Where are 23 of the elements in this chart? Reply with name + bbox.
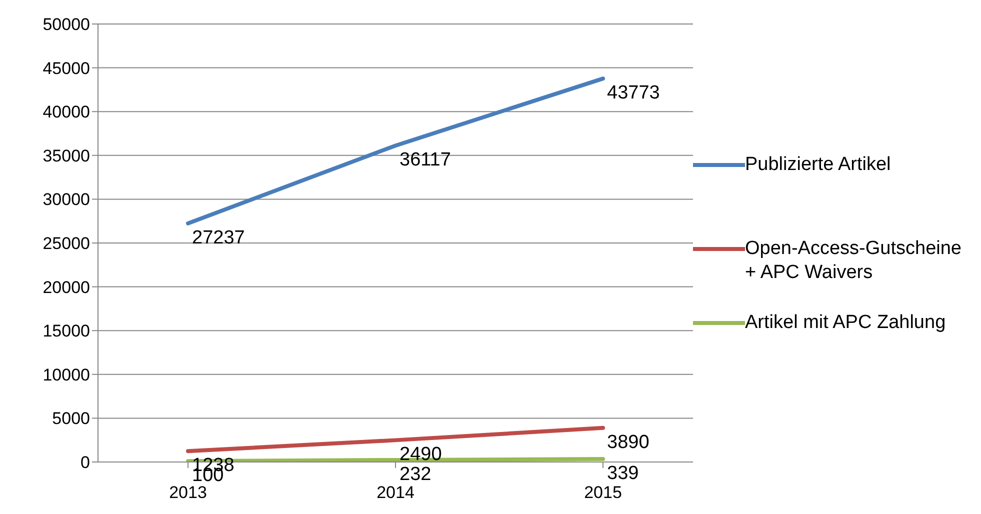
data-label: 27237: [192, 227, 245, 248]
y-tick-label: 10000: [42, 365, 90, 384]
y-tick-label: 30000: [42, 190, 90, 210]
x-tick-label: 2013: [169, 483, 207, 502]
data-label: 232: [400, 464, 432, 485]
data-label: 43773: [607, 82, 660, 104]
y-tick-label: 45000: [42, 58, 90, 78]
legend-label: Publizierte Artikel: [745, 153, 891, 177]
y-tick-label: 35000: [42, 146, 90, 166]
y-tick-label: 20000: [42, 278, 90, 297]
legend-label: Open-Access-Gutscheine + APC Waivers: [745, 237, 962, 285]
x-tick-label: 2015: [584, 483, 622, 502]
y-tick-label: 5000: [52, 409, 90, 428]
y-tick-label: 25000: [42, 234, 90, 254]
x-tick-label: 2014: [376, 483, 414, 502]
y-tick-label: 40000: [42, 102, 90, 122]
data-label: 36117: [400, 150, 451, 171]
legend-label: Artikel mit APC Zahlung: [745, 311, 946, 335]
y-tick-label: 50000: [42, 15, 90, 34]
y-tick-label: 15000: [42, 322, 90, 341]
data-label: 3890: [607, 432, 650, 453]
y-tick-label: 0: [80, 453, 90, 472]
data-label: 339: [607, 463, 639, 484]
